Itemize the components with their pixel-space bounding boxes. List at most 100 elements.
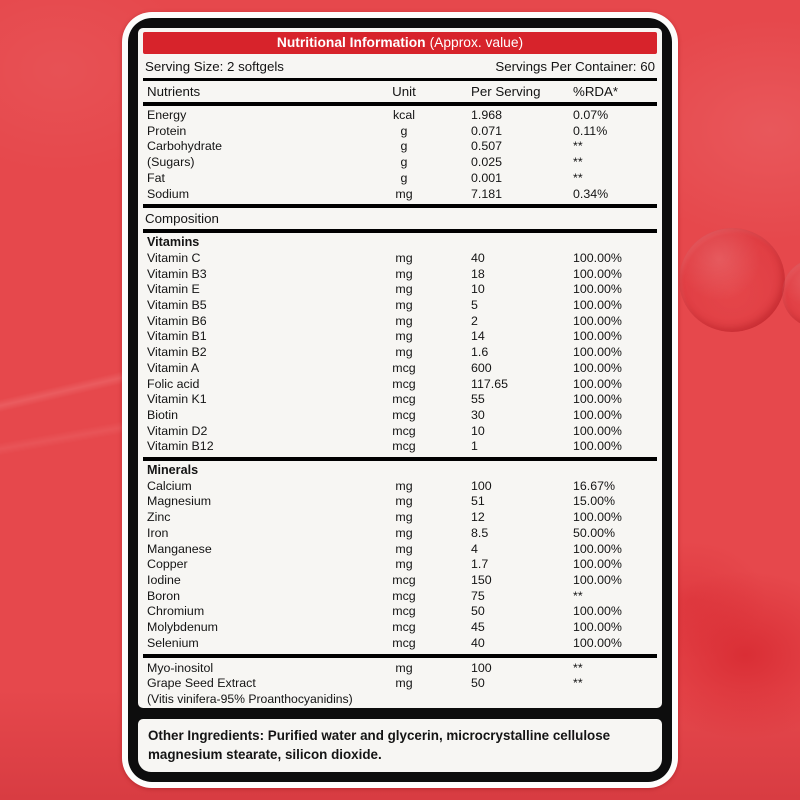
cell-amount: 14 — [471, 329, 485, 344]
cell-amount: 10 — [471, 423, 485, 438]
cell-name: Folic acid — [147, 376, 200, 391]
nutrient-row: Vitamin B6 mg 2 100.00% — [145, 314, 655, 330]
cell-rda: 100.00% — [573, 392, 622, 407]
cell-name: Sodium — [147, 186, 190, 201]
nutrient-row: Folic acid mcg 117.65 100.00% — [145, 377, 655, 393]
cell-name: Iron — [147, 525, 169, 540]
background-bubble — [679, 228, 785, 332]
cell-rda: 100.00% — [573, 282, 622, 297]
nutrient-row: Magnesium mg 51 15.00% — [145, 494, 655, 510]
cell-amount: 1 — [471, 439, 478, 454]
col-per-serving: Per Serving — [471, 84, 541, 99]
cell-unit: mcg — [392, 360, 416, 375]
cell-unit: mg — [395, 541, 413, 556]
cell-name: Protein — [147, 123, 187, 138]
cell-rda: 100.00% — [573, 345, 622, 360]
nutrition-label-card: Nutritional Information (Approx. value) S… — [122, 12, 678, 788]
cell-rda: 100.00% — [573, 360, 622, 375]
ingredient-note: (Vitis vinifera-95% Proanthocyanidins) — [147, 691, 353, 706]
cell-unit: mcg — [392, 588, 416, 603]
cell-amount: 1.6 — [471, 345, 489, 360]
background-bubble — [782, 258, 800, 328]
header-subtitle: (Approx. value) — [429, 35, 524, 50]
nutrition-header-bar: Nutritional Information (Approx. value) — [143, 32, 657, 54]
cell-amount: 5 — [471, 298, 478, 313]
cell-name: Vitamin A — [147, 360, 200, 375]
cell-name: Carbohydrate — [147, 139, 223, 154]
cell-rda: 0.07% — [573, 108, 609, 122]
nutrient-row: Zinc mg 12 100.00% — [145, 510, 655, 526]
cell-rda: 100.00% — [573, 376, 622, 391]
cell-rda: 100.00% — [573, 604, 622, 619]
cell-rda: ** — [573, 660, 583, 675]
cell-rda: 100.00% — [573, 620, 622, 635]
cell-name: Molybdenum — [147, 620, 218, 635]
cell-unit: mcg — [392, 635, 416, 650]
composition-heading: Composition — [143, 208, 657, 234]
section-title: Vitamins — [147, 235, 200, 250]
cell-name: Boron — [147, 588, 181, 603]
cell-rda: 100.00% — [573, 329, 622, 344]
cell-rda: 16.67% — [573, 478, 616, 493]
cell-rda: 15.00% — [573, 494, 616, 509]
cell-unit: mcg — [392, 376, 416, 391]
nutrient-row: Sodium mg 7.181 0.34% — [145, 187, 655, 203]
col-rda: %RDA* — [573, 84, 619, 99]
nutrient-row: Boron mcg 75 ** — [145, 589, 655, 605]
cell-amount: 0.507 — [471, 139, 503, 154]
cell-rda: 100.00% — [573, 250, 622, 265]
cell-unit: mcg — [392, 439, 416, 454]
cell-rda: 100.00% — [573, 407, 622, 422]
cell-rda: 100.00% — [573, 635, 622, 650]
cell-amount: 55 — [471, 392, 485, 407]
nutrient-row: Copper mg 1.7 100.00% — [145, 557, 655, 573]
cell-amount: 1.968 — [471, 108, 503, 122]
cell-rda: ** — [573, 139, 583, 154]
cell-unit: g — [400, 155, 408, 170]
nutrition-facts-panel: Nutritional Information (Approx. value) S… — [138, 28, 662, 708]
serving-size: Serving Size: 2 softgels — [145, 59, 284, 74]
cell-amount: 51 — [471, 494, 485, 509]
cell-name: Vitamin K1 — [147, 392, 207, 407]
cell-name: Vitamin E — [147, 282, 200, 297]
servings-per-container: Servings Per Container: 60 — [495, 59, 655, 74]
cell-name: Manganese — [147, 541, 212, 556]
cell-unit: mg — [395, 676, 413, 691]
cell-rda: ** — [573, 155, 583, 170]
composition-sections: Vitamins Vitamin C mg 40 100.00% Vitamin B3 mg… — [143, 233, 657, 658]
cell-unit: mcg — [392, 620, 416, 635]
cell-name: Chromium — [147, 604, 205, 619]
cell-unit: mcg — [392, 572, 416, 587]
nutrient-row: Vitamin B5 mg 5 100.00% — [145, 298, 655, 314]
cell-rda: 100.00% — [573, 423, 622, 438]
nutrient-row: Vitamin B1 mg 14 100.00% — [145, 329, 655, 345]
nutrient-row: Myo-inositol mg 100 ** — [145, 661, 655, 677]
table-column-headers: Nutrients Unit Per Serving %RDA* — [143, 81, 657, 106]
cell-unit: mcg — [392, 604, 416, 619]
cell-amount: 7.181 — [471, 186, 503, 201]
cell-name: Vitamin B5 — [147, 298, 207, 313]
cell-rda: 100.00% — [573, 510, 622, 525]
extras-section: Myo-inositol mg 100 ** Grape Seed Extract mg 5… — [143, 658, 657, 709]
nutrient-row: Selenium mcg 40 100.00% — [145, 636, 655, 652]
cell-unit: g — [400, 123, 408, 138]
cell-unit: mg — [395, 510, 413, 525]
cell-unit: mg — [395, 250, 413, 265]
col-unit: Unit — [392, 84, 416, 99]
cell-name: Grape Seed Extract — [147, 676, 256, 691]
cell-unit: mg — [395, 345, 413, 360]
section-minerals: Minerals Calcium mg 100 16.67% Magnesium mg 51 1… — [143, 461, 657, 658]
other-ingredients-box: Other Ingredients: Purified water and gl… — [138, 719, 662, 772]
cell-unit: mg — [395, 660, 413, 675]
serving-info-row: Serving Size: 2 softgels Servings Per Co… — [143, 54, 657, 81]
cell-name: Vitamin B6 — [147, 313, 207, 328]
cell-unit: mg — [395, 494, 413, 509]
cell-rda: ** — [573, 170, 583, 185]
cell-rda: ** — [573, 588, 583, 603]
nutrient-row: Iron mg 8.5 50.00% — [145, 526, 655, 542]
cell-rda: 100.00% — [573, 572, 622, 587]
cell-amount: 75 — [471, 588, 485, 603]
cell-unit: g — [400, 139, 408, 154]
cell-name: Vitamin B1 — [147, 329, 207, 344]
nutrient-row: Protein g 0.071 0.11% — [145, 124, 655, 140]
